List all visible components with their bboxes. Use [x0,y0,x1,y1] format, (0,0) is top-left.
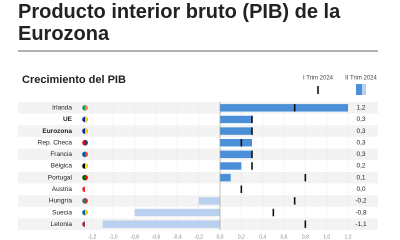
flag-icon [85,209,88,216]
value-label: -0,8 [355,209,367,216]
x-tick-label: 1,2 [345,234,352,240]
flag-icon [85,151,88,158]
value-label: -1,1 [355,221,367,228]
marker [240,139,243,147]
category-label: Hungría [49,198,73,205]
x-tick-label: -0,6 [152,234,161,240]
x-tick-label: -1,0 [109,234,118,240]
category-label: Bélgica [51,163,73,170]
chart-subtitle: Crecimiento del PIB [22,74,126,86]
x-tick-label: -1,2 [88,234,97,240]
x-tick-label: 0,4 [259,234,266,240]
legend-swatch [356,84,362,95]
value-label: 0,0 [356,186,365,193]
flag-icon [85,221,88,227]
flag-icon [85,174,88,181]
x-tick-label: -0,8 [130,234,139,240]
legend-swatch [362,84,366,95]
value-label: 0,3 [356,139,365,146]
bar [134,208,220,217]
bar [220,127,252,135]
bar [220,150,252,159]
value-label: -0,2 [355,198,367,205]
x-tick-label: 0,6 [281,234,288,240]
category-label: Eurozona [42,128,72,135]
category-label: Francia [50,151,72,158]
legend-swatch [317,86,319,94]
row-stripe [18,125,378,137]
flag-icon [85,198,88,204]
flag-icon [85,128,88,134]
flag-icon [85,186,88,193]
marker [251,127,253,135]
marker [304,220,307,228]
category-label: Austria [52,186,73,193]
bar [102,220,220,228]
x-tick-label: 0,0 [217,234,224,240]
marker [251,162,253,170]
row-stripe [18,148,378,161]
value-label: 1,2 [356,105,365,112]
x-tick-label: 0,2 [238,234,245,240]
value-label: 0,3 [356,128,365,135]
category-label: Portugal [48,174,73,181]
value-label: 0,2 [356,163,365,170]
x-tick-label: 1,0 [323,234,330,240]
flag-icon [85,105,88,111]
value-label: 0,3 [356,116,365,123]
marker [240,185,243,193]
legend-label: II Trim 2024 [345,76,377,82]
chart-title: Eurozona [18,23,110,45]
row-stripe [18,102,378,114]
marker [251,150,253,159]
bar [220,104,348,112]
value-label: 0,3 [356,151,365,158]
category-label: Suecia [52,209,72,216]
marker [293,104,296,112]
marker [272,208,275,217]
category-label: Letonia [51,221,73,228]
row-stripe [18,195,378,207]
flag-icon [85,116,88,123]
category-label: UE [63,116,73,123]
x-tick-label: -0,2 [194,234,203,240]
category-label: Irlanda [52,105,72,112]
bar [220,115,252,124]
bar [220,162,242,170]
marker [293,197,296,205]
value-label: 0,1 [356,174,365,181]
flag-icon [85,163,88,169]
row-stripe [18,171,378,184]
chart-title: Producto interior bruto (PIB) de la [18,1,341,23]
bar [198,197,220,205]
x-tick-label: 0,8 [302,234,309,240]
marker [304,173,307,182]
marker [251,115,253,124]
x-tick-label: -0,4 [173,234,182,240]
bar [220,139,252,147]
category-label: Rep. Checa [38,139,73,146]
legend-label: I Trim 2024 [303,76,334,82]
flag-icon [85,139,88,146]
bar [220,173,231,182]
